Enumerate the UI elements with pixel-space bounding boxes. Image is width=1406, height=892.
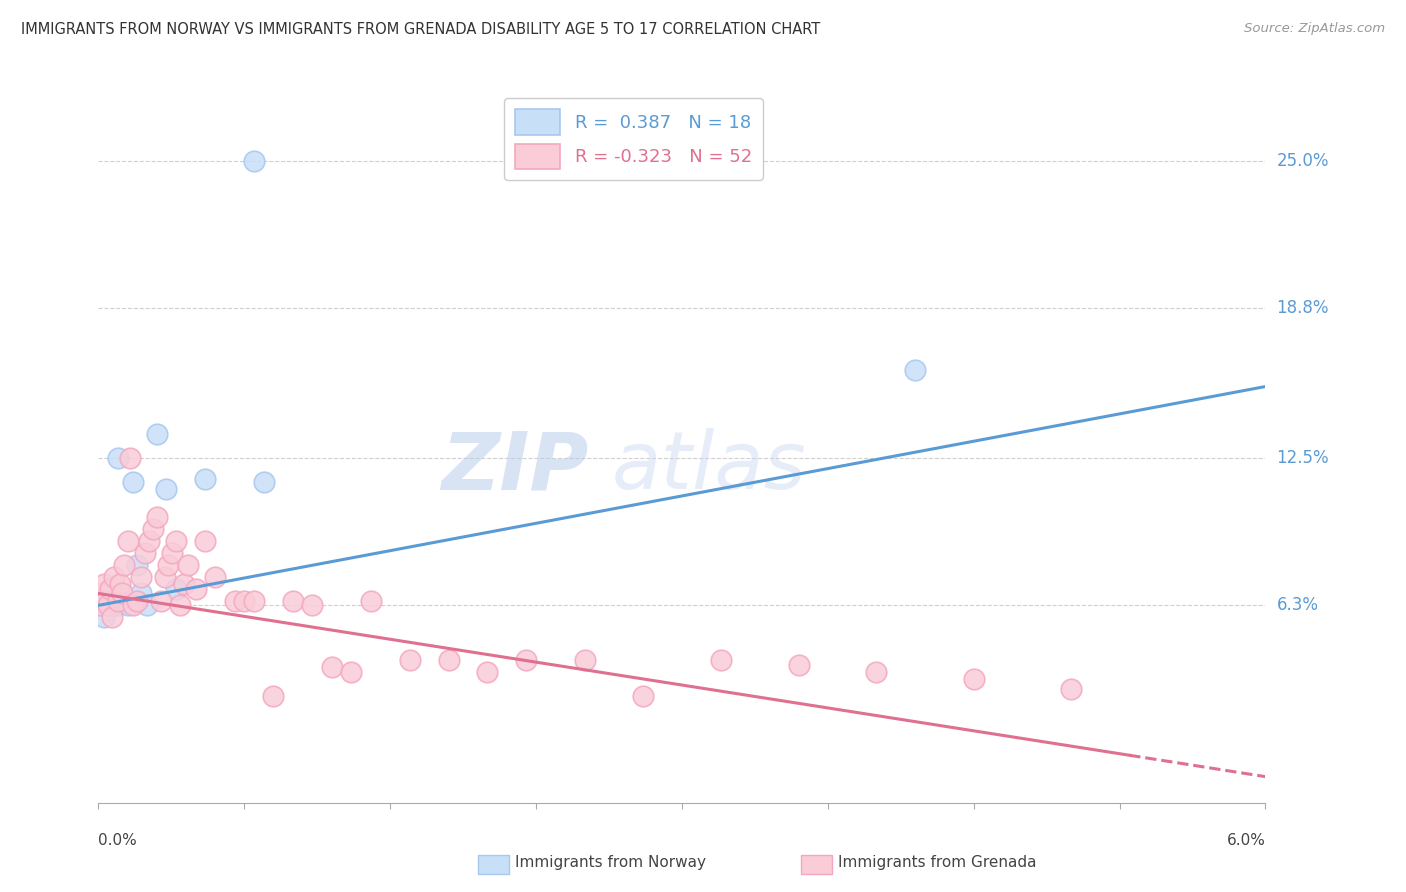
Point bbox=[437, 653, 460, 667]
Point bbox=[117, 599, 139, 613]
Text: Source: ZipAtlas.com: Source: ZipAtlas.com bbox=[1244, 22, 1385, 36]
Point bbox=[91, 586, 114, 600]
Point bbox=[89, 599, 111, 613]
Point bbox=[149, 593, 172, 607]
Point bbox=[111, 593, 134, 607]
Text: 25.0%: 25.0% bbox=[1277, 152, 1329, 169]
Point bbox=[138, 534, 160, 549]
Point bbox=[253, 475, 276, 489]
Point bbox=[111, 586, 134, 600]
Text: Immigrants from Grenada: Immigrants from Grenada bbox=[838, 855, 1036, 870]
Point bbox=[194, 534, 217, 549]
Point bbox=[243, 593, 266, 607]
Point bbox=[204, 570, 226, 584]
Point bbox=[146, 510, 169, 524]
Point bbox=[146, 427, 169, 442]
Point bbox=[398, 653, 420, 667]
Point bbox=[173, 577, 195, 591]
Point bbox=[281, 593, 304, 607]
Text: 12.5%: 12.5% bbox=[1277, 449, 1329, 467]
Text: 18.8%: 18.8% bbox=[1277, 299, 1329, 317]
Point bbox=[962, 672, 984, 686]
Point bbox=[574, 653, 596, 667]
Point bbox=[129, 586, 152, 600]
Point bbox=[101, 610, 124, 624]
Point bbox=[96, 593, 118, 607]
Point bbox=[169, 599, 191, 613]
Point bbox=[122, 475, 145, 489]
Point bbox=[904, 363, 927, 377]
Point bbox=[710, 653, 733, 667]
Point bbox=[107, 599, 129, 613]
Point bbox=[117, 534, 139, 549]
Point bbox=[157, 558, 180, 572]
Point bbox=[98, 582, 121, 596]
Point bbox=[107, 450, 129, 465]
Point bbox=[108, 577, 131, 591]
Point bbox=[262, 689, 284, 703]
Point bbox=[477, 665, 499, 679]
Point bbox=[103, 570, 125, 584]
Point bbox=[142, 522, 165, 536]
Text: Immigrants from Norway: Immigrants from Norway bbox=[515, 855, 706, 870]
Point bbox=[127, 593, 149, 607]
Point bbox=[184, 582, 207, 596]
Legend: R =  0.387   N = 18, R = -0.323   N = 52: R = 0.387 N = 18, R = -0.323 N = 52 bbox=[505, 98, 762, 180]
Point bbox=[321, 660, 343, 674]
Point bbox=[865, 665, 887, 679]
Point bbox=[243, 153, 266, 168]
Point bbox=[631, 689, 654, 703]
Point bbox=[233, 593, 256, 607]
Text: ZIP: ZIP bbox=[441, 428, 589, 507]
Point bbox=[127, 558, 149, 572]
Point bbox=[153, 570, 176, 584]
Point bbox=[93, 610, 115, 624]
Point bbox=[103, 599, 125, 613]
Point bbox=[97, 599, 120, 613]
Point bbox=[515, 653, 537, 667]
Text: 6.3%: 6.3% bbox=[1277, 597, 1319, 615]
Point bbox=[129, 570, 152, 584]
Point bbox=[194, 472, 217, 486]
Point bbox=[136, 599, 159, 613]
Point bbox=[177, 558, 200, 572]
Point bbox=[1060, 681, 1083, 696]
Point bbox=[112, 558, 135, 572]
Point bbox=[134, 546, 156, 560]
Point bbox=[787, 657, 810, 672]
Point bbox=[360, 593, 382, 607]
Point bbox=[118, 450, 141, 465]
Point bbox=[165, 534, 187, 549]
Point bbox=[155, 482, 177, 496]
Point bbox=[93, 577, 115, 591]
Point bbox=[340, 665, 363, 679]
Text: atlas: atlas bbox=[612, 428, 807, 507]
Point bbox=[162, 546, 184, 560]
Point bbox=[224, 593, 246, 607]
Point bbox=[122, 599, 145, 613]
Text: 6.0%: 6.0% bbox=[1226, 833, 1265, 848]
Point bbox=[165, 582, 187, 596]
Point bbox=[301, 599, 323, 613]
Point bbox=[93, 599, 115, 613]
Point bbox=[107, 593, 129, 607]
Text: IMMIGRANTS FROM NORWAY VS IMMIGRANTS FROM GRENADA DISABILITY AGE 5 TO 17 CORRELA: IMMIGRANTS FROM NORWAY VS IMMIGRANTS FRO… bbox=[21, 22, 820, 37]
Text: 0.0%: 0.0% bbox=[98, 833, 138, 848]
